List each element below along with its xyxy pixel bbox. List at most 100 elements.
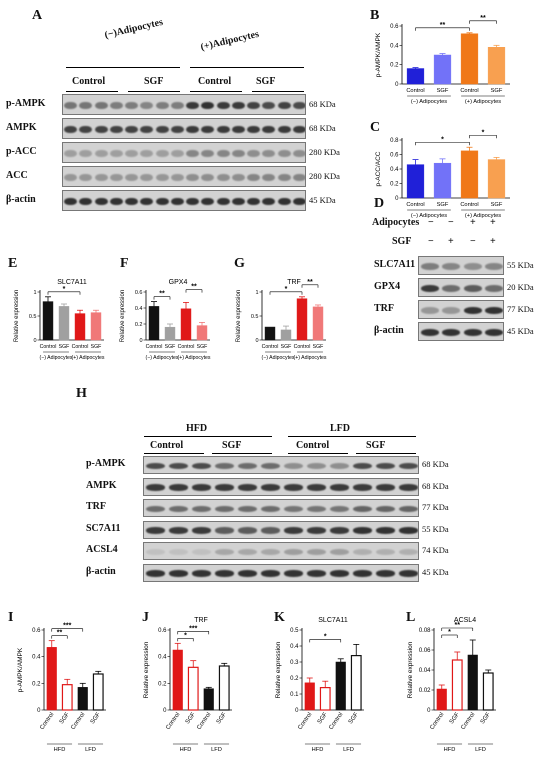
blot-band (420, 306, 439, 315)
blot-strip (418, 278, 504, 297)
significance-label: * (184, 632, 187, 639)
blot-band (145, 548, 166, 556)
blot-band (292, 101, 305, 110)
kda-label: 77 KDa (507, 303, 534, 314)
y-tick-label: 0.2 (390, 63, 399, 69)
category-label: SGF (185, 711, 197, 725)
y-axis-label: Relative expression (407, 641, 414, 698)
category-label: SGF (216, 711, 228, 725)
group-line-plus (190, 67, 304, 68)
bar (196, 325, 208, 341)
chart-title: ACSL4 (454, 617, 476, 624)
blot-band (329, 505, 350, 513)
y-tick-label: 0 (33, 338, 36, 344)
panel-a-label: A (32, 8, 43, 23)
bar (46, 647, 57, 711)
chart-title: TRF (194, 617, 208, 624)
blot-strip (62, 166, 306, 187)
chart-title: GPX4 (169, 279, 188, 286)
blot-band (155, 149, 169, 158)
bar (92, 673, 104, 711)
category-label: SGF (491, 202, 503, 208)
condition-label: Control (150, 440, 184, 451)
kda-label: 74 KDa (422, 545, 449, 555)
y-tick-label: 0.5 (29, 314, 37, 320)
y-tick-label: 0.6 (390, 153, 399, 159)
blot-band (237, 570, 258, 577)
group-label: (+) Adipocytes (293, 355, 326, 361)
blot-band (201, 197, 215, 206)
kda-label: 20 KDa (507, 281, 534, 292)
protein-label: GPX4 (374, 280, 401, 292)
blot-band (170, 197, 184, 206)
y-tick-label: 0.4 (290, 644, 299, 650)
group-line-hfd (144, 436, 272, 437)
blot-band (375, 505, 396, 513)
significance-label: ** (480, 15, 486, 22)
blot-band (214, 505, 235, 513)
y-tick-label: 0.2 (290, 676, 299, 682)
category-label: Control (72, 344, 89, 350)
blot-band (191, 505, 212, 513)
blot-band (237, 484, 258, 491)
blot-band (214, 484, 235, 491)
blot-band (260, 527, 281, 534)
bar (61, 684, 73, 711)
blot-band (463, 262, 482, 271)
category-label: SGF (348, 711, 360, 725)
significance-label: * (441, 136, 444, 143)
protein-label: ACC (6, 169, 28, 181)
blot-band (64, 125, 78, 134)
y-tick-label: 0.6 (135, 290, 143, 296)
blot-band (420, 328, 439, 337)
blot-band (155, 197, 169, 206)
blot-band (463, 284, 482, 293)
blot-band (306, 570, 327, 577)
bar (187, 666, 199, 711)
blot-band (485, 262, 503, 271)
blot-band (145, 505, 166, 513)
condition-label: SGF (366, 440, 386, 451)
category-label: Control (406, 88, 424, 94)
blot-strip (418, 300, 504, 319)
y-tick-label: 0.2 (32, 681, 41, 687)
y-tick-label: 0.2 (135, 322, 143, 328)
blot-band (145, 570, 166, 577)
blot-band (420, 262, 439, 271)
blot-band (201, 101, 215, 110)
y-tick-label: 0.2 (158, 681, 167, 687)
blot-band (201, 125, 215, 134)
blot-band (170, 149, 184, 158)
y-tick-label: 0.08 (419, 628, 431, 634)
bar (164, 326, 176, 341)
kda-label: 280 KDa (309, 170, 340, 181)
kda-label: 55 KDa (507, 259, 534, 270)
blot-band (140, 101, 154, 110)
category-label: Control (460, 202, 478, 208)
blot-band (260, 505, 281, 513)
protein-label: β-actin (86, 565, 116, 577)
y-tick-label: 0.4 (158, 655, 167, 661)
panel-e-label: E (8, 256, 18, 271)
blot-band (216, 149, 230, 158)
condition-line (144, 453, 204, 454)
y-axis-label: p-AMPK/AMPK (375, 32, 382, 77)
blot-strip (143, 456, 419, 474)
blot-band (186, 173, 200, 182)
blot-strip (143, 542, 419, 560)
kda-label: 45 KDa (507, 325, 534, 336)
blot-band (94, 149, 108, 158)
y-tick-label: 0.2 (390, 182, 399, 188)
bar (433, 54, 452, 85)
significance-label: ** (440, 22, 446, 29)
blot-band (375, 462, 396, 470)
blot-band (191, 527, 212, 534)
blot-band (329, 527, 350, 534)
blot-band (262, 173, 276, 182)
protein-label: TRF (374, 302, 394, 314)
blot-strip (143, 563, 419, 582)
blot-band (168, 462, 189, 470)
group-label: LFD (211, 747, 222, 753)
kda-label: 68 KDa (422, 459, 449, 469)
y-axis-label: p-AMPK/AMPK (17, 647, 24, 692)
